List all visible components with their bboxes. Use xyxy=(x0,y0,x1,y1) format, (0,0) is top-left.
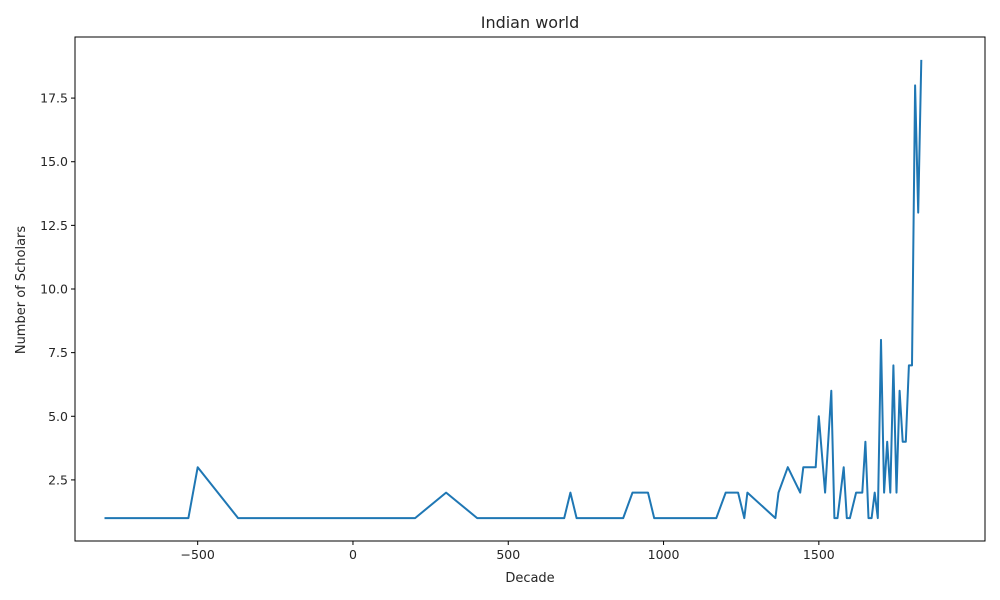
x-axis: −500 0 500 1000 1500 xyxy=(181,541,835,562)
x-tick-label: 0 xyxy=(349,547,357,562)
chart-title: Indian world xyxy=(481,13,580,32)
y-tick-label: 10.0 xyxy=(40,282,68,297)
x-tick-label: 500 xyxy=(496,547,520,562)
x-tick-label: −500 xyxy=(181,547,215,562)
series-group xyxy=(104,59,923,520)
x-tick-label: 1500 xyxy=(803,547,835,562)
y-tick-label: 17.5 xyxy=(40,91,68,106)
y-tick-label: 15.0 xyxy=(40,154,68,169)
plot-frame xyxy=(74,36,986,542)
y-axis: 2.5 5.0 7.5 10.0 12.5 15.0 17.5 xyxy=(40,91,75,487)
y-tick-label: 5.0 xyxy=(48,409,68,424)
y-tick-label: 12.5 xyxy=(40,218,68,233)
x-tick-label: 1000 xyxy=(648,547,680,562)
y-tick-label: 2.5 xyxy=(48,472,68,487)
x-axis-label: Decade xyxy=(505,571,554,586)
series-line xyxy=(104,59,923,520)
y-tick-label: 7.5 xyxy=(48,345,68,360)
y-axis-label: Number of Scholars xyxy=(14,226,29,355)
